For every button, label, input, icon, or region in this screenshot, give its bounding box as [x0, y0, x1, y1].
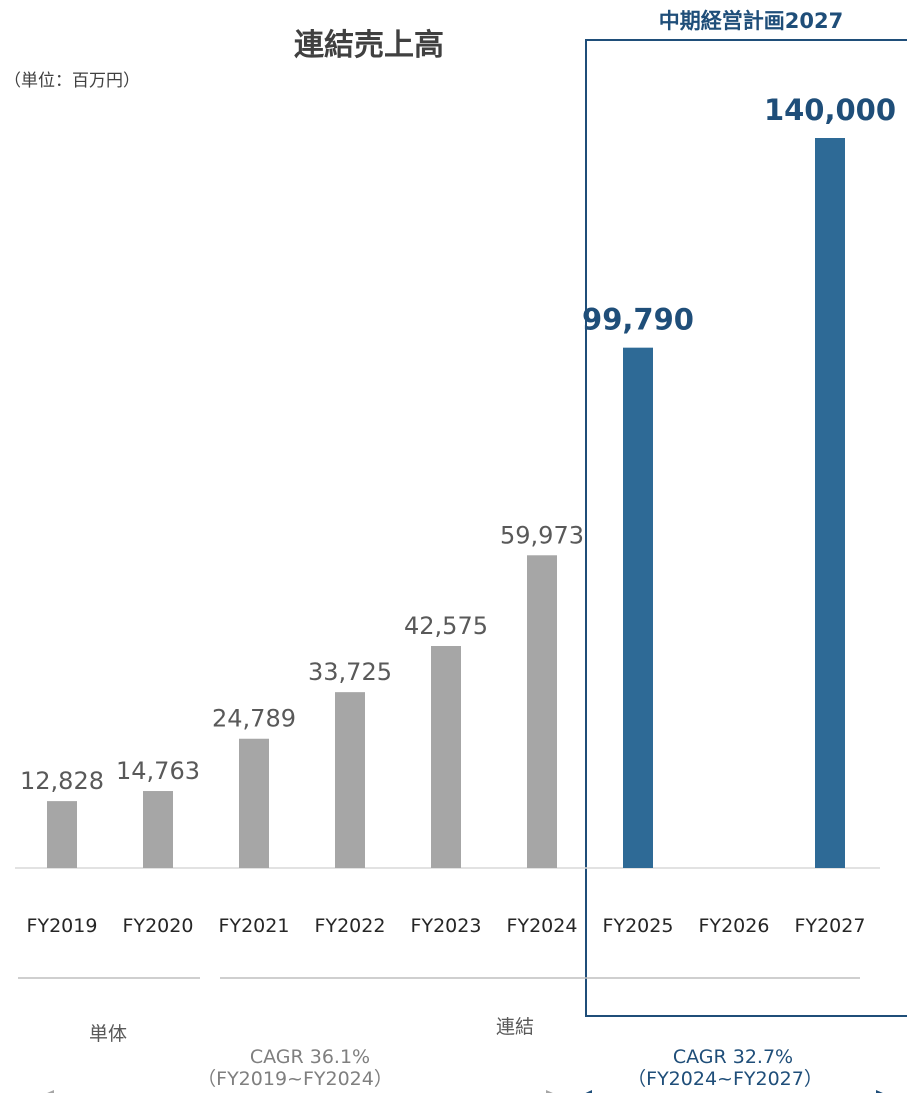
- unit-label: （単位：百万円）: [4, 71, 140, 91]
- category-label-fy2020: FY2020: [123, 915, 194, 937]
- plan-title: 中期経営計画2027: [659, 9, 843, 33]
- category-label-fy2027: FY2027: [795, 915, 866, 937]
- chart-title: 連結売上高: [294, 28, 444, 63]
- group-label-standalone: 単体: [89, 1023, 127, 1045]
- cagr-plan-value: CAGR 32.7%: [673, 1046, 793, 1068]
- plan-period-box: [585, 39, 907, 1017]
- bar-fy2023: [431, 646, 461, 868]
- value-label-fy2022: 33,725: [308, 658, 392, 686]
- value-label-fy2027: 140,000: [764, 93, 896, 127]
- cagr-actual-arrow-left-icon: [47, 1090, 54, 1093]
- category-label-fy2022: FY2022: [315, 915, 386, 937]
- cagr-actual-arrow-right-icon: [546, 1090, 553, 1093]
- category-label-fy2025: FY2025: [603, 915, 674, 937]
- value-label-fy2019: 12,828: [20, 767, 104, 795]
- cagr-actual-value: CAGR 36.1%: [250, 1046, 370, 1068]
- category-label-fy2026: FY2026: [699, 915, 770, 937]
- bar-fy2019: [47, 801, 77, 868]
- bar-fy2027: [815, 138, 845, 868]
- bar-fy2022: [335, 692, 365, 868]
- value-label-fy2020: 14,763: [116, 757, 200, 785]
- value-label-fy2025: 99,790: [582, 303, 694, 337]
- category-label-fy2024: FY2024: [507, 915, 578, 937]
- cagr-plan-arrow-left-icon: [585, 1090, 592, 1093]
- bar-fy2024: [527, 555, 557, 868]
- bars-layer: [47, 138, 845, 868]
- bar-fy2020: [143, 791, 173, 868]
- group-label-consolidated: 連結: [496, 1016, 534, 1038]
- value-label-fy2021: 24,789: [212, 705, 296, 733]
- category-label-fy2021: FY2021: [219, 915, 290, 937]
- cagr-plan-arrow-right-icon: [876, 1090, 883, 1093]
- category-label-fy2023: FY2023: [411, 915, 482, 937]
- cagr-plan-period: （FY2024~FY2027）: [627, 1068, 823, 1090]
- bar-fy2021: [239, 738, 269, 868]
- category-labels-layer: FY2019 FY2020 FY2021 FY2022 FY2023 FY2024 FY20…: [27, 915, 866, 937]
- value-labels-layer: 12,828 14,763 24,789 33,725 42,575 59,973 99,7…: [20, 93, 896, 795]
- cagr-actual-period: （FY2019~FY2024）: [197, 1068, 393, 1090]
- bar-fy2025: [623, 347, 653, 868]
- value-label-fy2024: 59,973: [500, 521, 584, 549]
- value-label-fy2023: 42,575: [404, 612, 488, 640]
- category-label-fy2019: FY2019: [27, 915, 98, 937]
